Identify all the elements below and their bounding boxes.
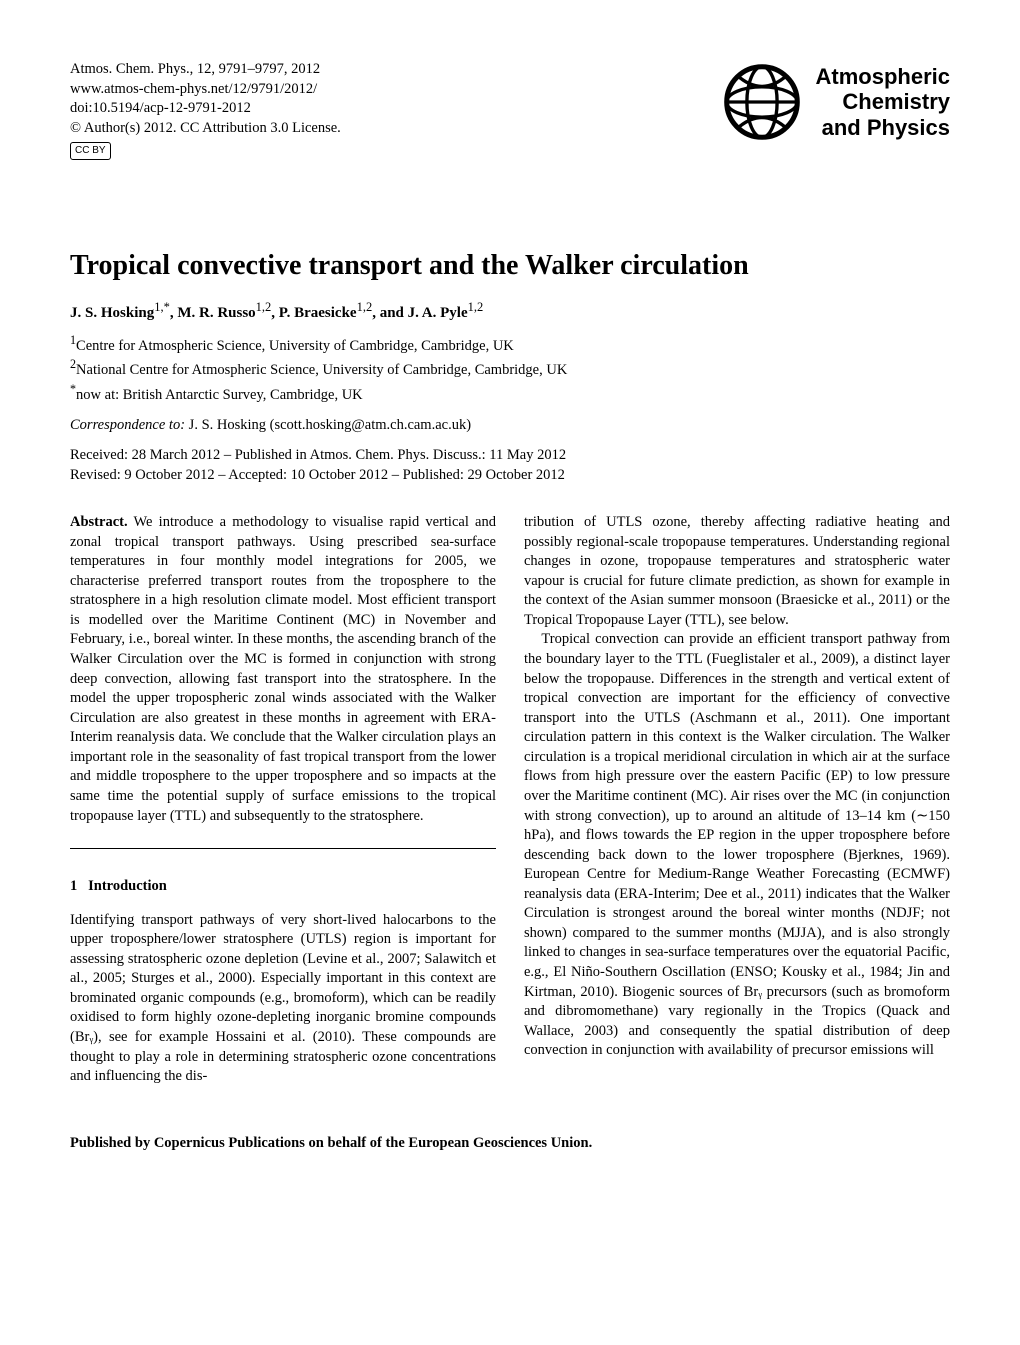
journal-doi: doi:10.5194/acp-12-9791-2012 xyxy=(70,99,341,119)
affiliation-1: 1Centre for Atmospheric Science, Univers… xyxy=(70,332,950,356)
affiliation-2: 2National Centre for Atmospheric Science… xyxy=(70,356,950,380)
footer-publisher: Published by Copernicus Publications on … xyxy=(70,1135,950,1152)
section-number: 1 xyxy=(70,878,77,894)
header-left: Atmos. Chem. Phys., 12, 9791–9797, 2012 … xyxy=(70,60,341,160)
journal-title-line1: Atmospheric xyxy=(816,64,950,89)
column-right: tribution of UTLS ozone, thereby affecti… xyxy=(524,513,950,1087)
correspondence-label: Correspondence to: xyxy=(70,417,185,433)
body-columns: Abstract. We introduce a methodology to … xyxy=(70,513,950,1087)
abstract-rule xyxy=(70,848,496,849)
dates-line2: Revised: 9 October 2012 – Accepted: 10 O… xyxy=(70,466,950,486)
section-title: Introduction xyxy=(88,878,167,894)
cc-badge: CC BY xyxy=(70,142,111,160)
copyright-line: © Author(s) 2012. CC Attribution 3.0 Lic… xyxy=(70,119,341,139)
correspondence: Correspondence to: J. S. Hosking (scott.… xyxy=(70,417,950,434)
author-list: J. S. Hosking1,*, M. R. Russo1,2, P. Bra… xyxy=(70,300,950,322)
dates-line1: Received: 28 March 2012 – Published in A… xyxy=(70,446,950,466)
affiliation-star: *now at: British Antarctic Survey, Cambr… xyxy=(70,381,950,405)
paper-title: Tropical convective transport and the Wa… xyxy=(70,250,950,282)
intro-col1-text: Identifying transport pathways of very s… xyxy=(70,911,496,1087)
intro-col2-p2: Tropical convection can provide an effic… xyxy=(524,630,950,1060)
journal-ref: Atmos. Chem. Phys., 12, 9791–9797, 2012 xyxy=(70,60,341,80)
abstract-text: We introduce a methodology to visualise … xyxy=(70,514,496,823)
header-row: Atmos. Chem. Phys., 12, 9791–9797, 2012 … xyxy=(70,60,950,160)
column-left: Abstract. We introduce a methodology to … xyxy=(70,513,496,1087)
abstract-label: Abstract. xyxy=(70,514,128,530)
globe-icon xyxy=(720,60,804,144)
abstract-paragraph: Abstract. We introduce a methodology to … xyxy=(70,513,496,826)
journal-title-line2: Chemistry xyxy=(816,89,950,114)
correspondence-text: J. S. Hosking (scott.hosking@atm.ch.cam.… xyxy=(185,417,471,433)
journal-logo: Atmospheric Chemistry and Physics xyxy=(720,60,950,144)
journal-url: www.atmos-chem-phys.net/12/9791/2012/ xyxy=(70,80,341,100)
journal-title-block: Atmospheric Chemistry and Physics xyxy=(816,64,950,140)
section-1-heading: 1 Introduction xyxy=(70,877,496,897)
intro-col2-p1: tribution of UTLS ozone, thereby affecti… xyxy=(524,513,950,630)
publication-dates: Received: 28 March 2012 – Published in A… xyxy=(70,446,950,485)
affiliations: 1Centre for Atmospheric Science, Univers… xyxy=(70,332,950,405)
journal-title-line3: and Physics xyxy=(816,115,950,140)
